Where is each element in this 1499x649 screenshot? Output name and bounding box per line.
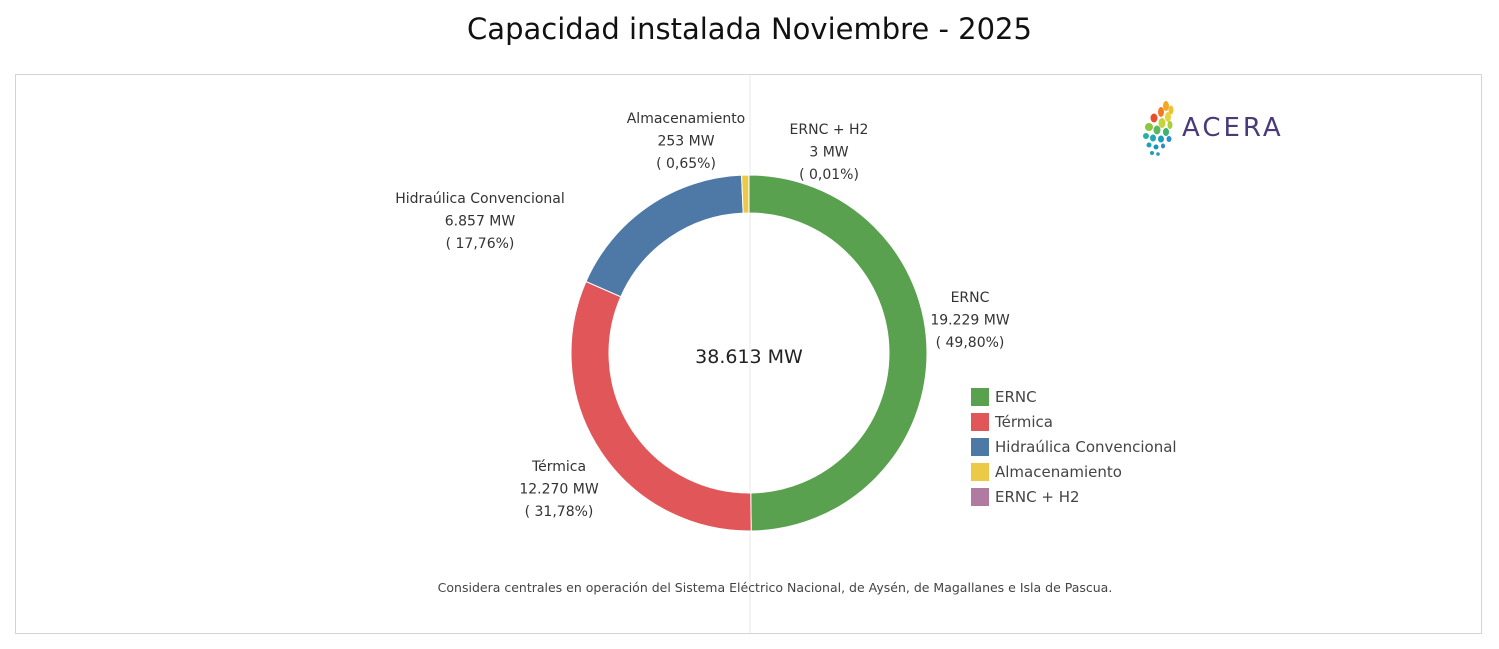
donut-slices	[570, 174, 928, 532]
total-capacity-label: 38.613 MW	[695, 346, 803, 368]
legend-label: ERNC	[995, 387, 1037, 406]
legend-swatch	[971, 487, 989, 506]
legend-swatch	[971, 462, 989, 481]
legend-swatch	[971, 387, 989, 406]
legend-label: Almacenamiento	[995, 462, 1122, 481]
acera-logo-mark	[1143, 101, 1174, 156]
slice-almacenamiento[interactable]	[741, 174, 750, 214]
legend-item-almacenamiento[interactable]: Almacenamiento	[971, 459, 1177, 484]
legend-item-ernc[interactable]: ERNC	[971, 384, 1177, 409]
chart-legend: ERNC Térmica Hidraúlica Convencional Almace…	[971, 384, 1177, 509]
footnote: Considera centrales en operación del Sis…	[437, 580, 1113, 595]
chart-title: Capacidad instalada Noviembre - 2025	[467, 12, 1032, 46]
slice-ernc[interactable]	[748, 174, 928, 532]
chart-panel	[15, 74, 1482, 634]
slice-hidraulica-convencional[interactable]	[585, 174, 744, 298]
legend-item-termica[interactable]: Térmica	[971, 409, 1177, 434]
legend-swatch	[971, 412, 989, 431]
acera-logo: ACERA	[1140, 98, 1284, 158]
legend-label: Hidraúlica Convencional	[995, 437, 1177, 456]
legend-label: Térmica	[995, 412, 1053, 431]
legend-label: ERNC + H2	[995, 487, 1080, 506]
slice-label-almacenamiento: Almacenamiento 253 MW( 0,65%)	[627, 111, 746, 172]
slice-label-hidraulica-convencional: Hidraúlica Convencional 6.857 MW( 17,76%)	[395, 191, 565, 252]
legend-swatch	[971, 437, 989, 456]
slice-label-termica: Térmica 12.270 MW( 31,78%)	[519, 459, 599, 520]
legend-item-ernc-h2[interactable]: ERNC + H2	[971, 484, 1177, 509]
legend-item-hidraulica-convencional[interactable]: Hidraúlica Convencional	[971, 434, 1177, 459]
slice-labels: ERNC 19.229 MW( 49,80%) Térmica 12.270 MW( …	[395, 111, 1010, 520]
slice-label-ernc: ERNC 19.229 MW( 49,80%)	[930, 290, 1010, 351]
acera-logo-text: ACERA	[1182, 113, 1284, 143]
slice-label-ernc-h2: ERNC + H2 3 MW( 0,01%)	[790, 122, 869, 183]
